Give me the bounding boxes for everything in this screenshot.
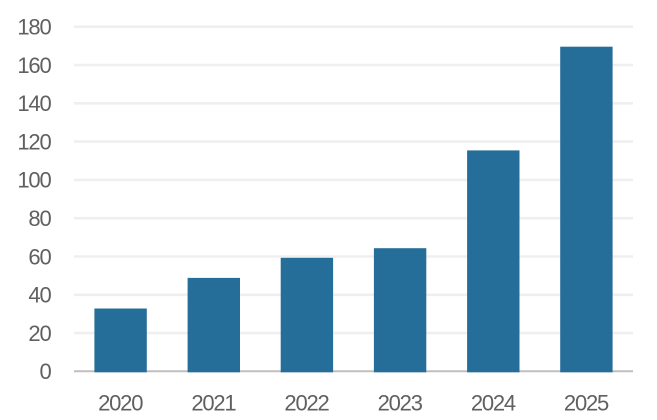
svg-text:100: 100	[17, 168, 51, 193]
svg-text:2020: 2020	[98, 390, 143, 415]
svg-text:20: 20	[28, 321, 51, 346]
svg-text:60: 60	[28, 244, 51, 269]
svg-text:120: 120	[17, 129, 51, 154]
svg-text:180: 180	[17, 15, 51, 40]
svg-text:80: 80	[28, 206, 51, 231]
svg-text:2021: 2021	[191, 390, 236, 415]
svg-text:2025: 2025	[564, 390, 609, 415]
svg-text:160: 160	[17, 53, 51, 78]
svg-text:2022: 2022	[284, 390, 329, 415]
svg-text:140: 140	[17, 91, 51, 116]
svg-text:0: 0	[39, 359, 51, 384]
svg-text:2024: 2024	[471, 390, 516, 415]
svg-text:2023: 2023	[378, 390, 423, 415]
svg-text:40: 40	[28, 283, 51, 308]
